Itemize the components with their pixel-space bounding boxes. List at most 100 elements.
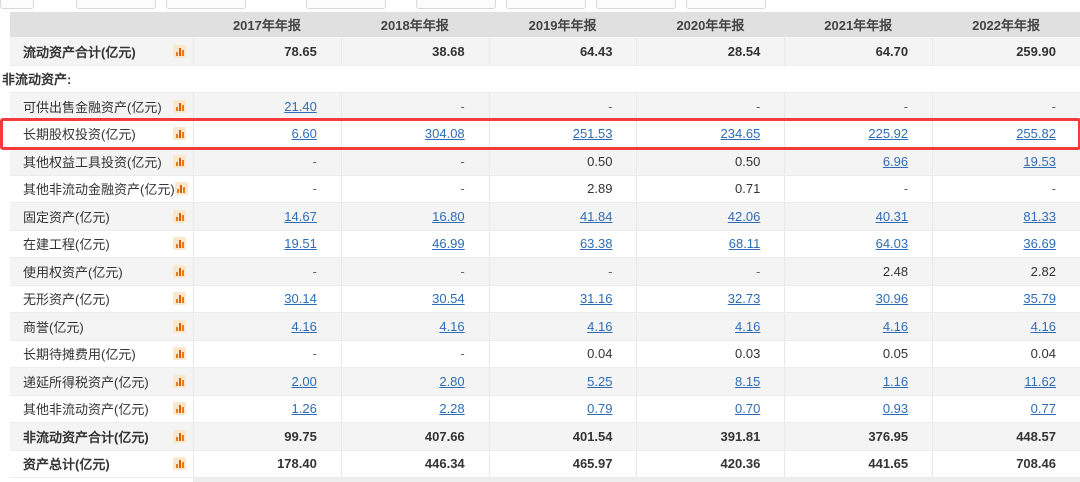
value-link[interactable]: 21.40 <box>284 98 317 114</box>
value-cell: 259.90 <box>932 38 1080 65</box>
value-link[interactable]: 4.16 <box>1030 318 1056 334</box>
value-link[interactable]: 63.38 <box>579 236 613 252</box>
value-text: 78.65 <box>284 43 317 59</box>
value-cell: 1.16 <box>784 368 932 395</box>
value-link[interactable]: 6.96 <box>882 153 909 169</box>
value-text: - <box>755 98 761 114</box>
value-link[interactable]: 64.03 <box>875 236 909 252</box>
bar-chart-icon[interactable] <box>173 347 186 361</box>
value-text: 2.48 <box>882 263 909 279</box>
value-text: 28.54 <box>727 43 761 59</box>
value-link[interactable]: 234.65 <box>720 126 761 142</box>
value-link[interactable]: 30.14 <box>284 291 317 307</box>
value-link[interactable]: 42.06 <box>727 208 761 224</box>
value-cell: 78.65 <box>193 38 341 65</box>
bar-chart-icon[interactable] <box>173 209 186 223</box>
value-link[interactable]: 2.28 <box>439 401 465 417</box>
value-cell: 1.26 <box>193 395 341 422</box>
bar-chart-icon[interactable] <box>173 127 186 141</box>
value-link[interactable]: 16.80 <box>432 208 465 224</box>
value-link[interactable]: 304.08 <box>424 126 465 142</box>
bar-chart-icon[interactable] <box>174 182 188 196</box>
value-text: 178.40 <box>277 456 317 472</box>
cutoff-button[interactable] <box>0 0 34 9</box>
value-cell: 234.65 <box>636 120 784 147</box>
value-link[interactable]: 81.33 <box>1023 208 1056 224</box>
value-cell: - <box>193 258 341 285</box>
cutoff-button[interactable] <box>166 0 246 9</box>
value-link[interactable]: 1.16 <box>882 373 909 389</box>
bar-chart-icon[interactable] <box>173 44 186 58</box>
bar-chart-icon[interactable] <box>173 429 186 443</box>
value-cell: 68.11 <box>636 230 784 257</box>
value-link[interactable]: 30.96 <box>875 291 909 307</box>
value-link[interactable]: 40.31 <box>875 208 909 224</box>
cutoff-button[interactable] <box>596 0 676 9</box>
value-text: 0.04 <box>587 346 613 362</box>
cutoff-button[interactable] <box>76 0 156 9</box>
cutoff-button[interactable] <box>416 0 496 9</box>
value-cell: 465.97 <box>488 450 637 477</box>
value-link[interactable]: 0.79 <box>587 401 613 417</box>
value-link[interactable]: 4.16 <box>291 318 317 334</box>
value-link[interactable]: 255.82 <box>1016 126 1056 142</box>
value-link[interactable]: 8.15 <box>735 373 761 389</box>
value-link[interactable]: 19.51 <box>284 236 317 252</box>
bar-chart-icon[interactable] <box>173 99 186 113</box>
value-link[interactable]: 11.62 <box>1024 373 1056 389</box>
bar-chart-icon[interactable] <box>173 292 186 306</box>
value-link[interactable]: 46.99 <box>432 236 465 252</box>
value-link[interactable]: 0.77 <box>1030 401 1056 417</box>
bar-chart-icon[interactable] <box>173 237 186 251</box>
row-label: 其他非流动金融资产(亿元) <box>23 182 175 198</box>
value-link[interactable]: 6.60 <box>291 126 317 142</box>
bar-chart-icon[interactable] <box>173 264 186 278</box>
bar-chart-icon[interactable] <box>173 457 186 471</box>
value-link[interactable]: 30.54 <box>432 291 465 307</box>
value-link[interactable]: 4.16 <box>439 318 465 334</box>
value-link[interactable]: 19.53 <box>1023 153 1056 169</box>
row-label-cell: 流动资产合计(亿元) <box>10 38 193 65</box>
value-cell: 446.34 <box>340 450 489 477</box>
value-text: 64.70 <box>875 43 909 59</box>
value-text: 407.66 <box>424 428 465 444</box>
value-link[interactable]: 36.69 <box>1023 236 1056 252</box>
value-link[interactable]: 225.92 <box>868 126 909 142</box>
bar-chart-icon[interactable] <box>173 319 186 333</box>
value-link[interactable]: 5.25 <box>587 373 613 389</box>
row-label: 流动资产合计(亿元) <box>23 44 136 60</box>
bar-chart-icon[interactable] <box>173 402 186 416</box>
value-text: 259.90 <box>1016 43 1056 59</box>
value-text: - <box>460 98 465 114</box>
row-label: 固定资产(亿元) <box>23 209 110 225</box>
value-cell: 42.06 <box>636 203 784 230</box>
value-link[interactable]: 2.80 <box>439 373 465 389</box>
row-label: 使用权资产(亿元) <box>23 264 123 280</box>
row-label-cell: 递延所得税资产(亿元) <box>10 368 193 395</box>
value-link[interactable]: 1.26 <box>291 401 317 417</box>
value-link[interactable]: 251.53 <box>572 126 613 142</box>
bar-chart-icon[interactable] <box>173 154 186 168</box>
value-cell: 31.16 <box>488 285 637 312</box>
row-label-cell: 资产总计(亿元) <box>10 451 193 478</box>
cutoff-button[interactable] <box>686 0 766 9</box>
value-link[interactable]: 2.00 <box>291 373 317 389</box>
cutoff-button[interactable] <box>506 0 586 9</box>
value-cell: 30.96 <box>784 285 932 312</box>
value-link[interactable]: 31.16 <box>579 291 613 307</box>
value-text: 64.43 <box>579 43 613 59</box>
value-link[interactable]: 32.73 <box>727 291 761 307</box>
value-link[interactable]: 4.16 <box>587 318 613 334</box>
cutoff-button[interactable] <box>306 0 386 9</box>
value-link[interactable]: 4.16 <box>882 318 909 334</box>
value-link[interactable]: 4.16 <box>735 318 761 334</box>
value-link[interactable]: 0.70 <box>735 401 761 417</box>
value-link[interactable]: 41.84 <box>579 208 613 224</box>
value-text: 448.57 <box>1016 428 1056 444</box>
value-link[interactable]: 68.11 <box>728 236 761 252</box>
value-link[interactable]: 35.79 <box>1023 291 1056 307</box>
value-link[interactable]: 0.93 <box>882 401 909 417</box>
bar-chart-icon[interactable] <box>173 374 186 388</box>
value-link[interactable]: 14.67 <box>284 208 317 224</box>
value-text: - <box>755 263 761 279</box>
